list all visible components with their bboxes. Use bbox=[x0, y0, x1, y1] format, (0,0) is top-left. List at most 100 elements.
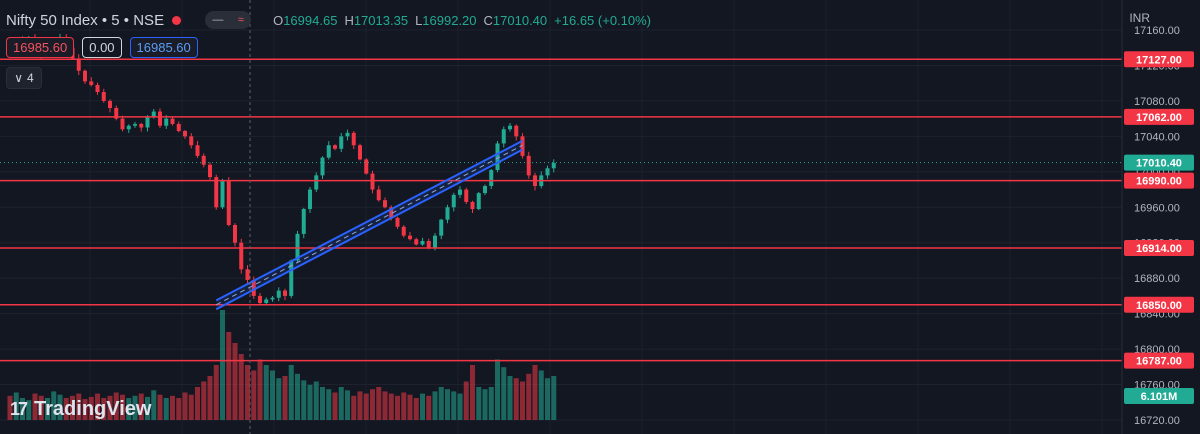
candle bbox=[489, 169, 494, 190]
candle-body bbox=[351, 132, 356, 146]
volume-bar bbox=[226, 332, 232, 420]
price-level-label-bg bbox=[1124, 240, 1194, 257]
volume-bar bbox=[70, 395, 75, 420]
volume-bar bbox=[176, 398, 182, 420]
candle bbox=[339, 132, 344, 153]
candle bbox=[214, 174, 219, 210]
volume-bar bbox=[513, 378, 519, 420]
wave-style-icon[interactable]: ≈ bbox=[237, 14, 244, 26]
change-value: +16.65 (+0.10%) bbox=[554, 12, 652, 28]
candle-body bbox=[489, 170, 494, 186]
volume-bar bbox=[270, 370, 275, 420]
indicators-count: 4 bbox=[27, 71, 34, 85]
candle-body bbox=[508, 125, 512, 130]
volume-bar bbox=[63, 398, 69, 420]
volume-bar bbox=[307, 384, 313, 420]
candle bbox=[133, 121, 137, 128]
candle bbox=[201, 153, 206, 168]
candle bbox=[158, 108, 162, 129]
candle-body bbox=[264, 299, 269, 303]
volume-bar bbox=[251, 370, 257, 420]
volume-bar bbox=[432, 391, 438, 420]
candle-body bbox=[120, 118, 125, 130]
volume-bar bbox=[451, 391, 457, 420]
candle bbox=[126, 124, 131, 133]
candle-body bbox=[270, 297, 275, 300]
candle bbox=[376, 185, 381, 202]
volume-bar bbox=[220, 310, 225, 420]
volume-bar bbox=[232, 343, 238, 420]
candle-body bbox=[314, 175, 319, 190]
candle bbox=[483, 184, 487, 196]
volume-bar bbox=[170, 395, 175, 420]
volume-bar bbox=[545, 378, 550, 420]
candle-body bbox=[526, 155, 531, 176]
price-level-label-bg bbox=[1124, 172, 1194, 189]
volume-bar bbox=[301, 380, 307, 420]
price-level-label-bg bbox=[1124, 51, 1194, 68]
candle-body bbox=[451, 194, 456, 208]
volume-bar bbox=[345, 390, 350, 420]
candle bbox=[464, 187, 469, 205]
candle bbox=[370, 170, 375, 194]
chart-style-toggle[interactable]: — ≈ bbox=[205, 11, 252, 29]
volume-bar bbox=[13, 392, 19, 420]
volume-bar bbox=[51, 391, 57, 420]
volume-bar bbox=[238, 354, 244, 420]
volume-bar bbox=[407, 394, 413, 420]
candle-body bbox=[226, 180, 231, 225]
candle-body bbox=[133, 123, 137, 126]
candle bbox=[170, 117, 175, 126]
price-level-label-bg bbox=[1124, 108, 1194, 125]
price-axis-tick: 16960.00 bbox=[1134, 202, 1180, 214]
candle bbox=[476, 191, 481, 211]
candle bbox=[145, 115, 150, 132]
volume-bars bbox=[7, 310, 557, 420]
price-level-label: 16850.00 bbox=[1136, 300, 1182, 312]
candle-body bbox=[433, 235, 437, 249]
candle bbox=[514, 124, 519, 141]
candle bbox=[470, 200, 475, 214]
volume-bar bbox=[338, 387, 344, 420]
volume-bar bbox=[382, 391, 388, 420]
price-axis-tick: 17160.00 bbox=[1134, 25, 1180, 37]
market-status-dot bbox=[172, 15, 182, 25]
candle bbox=[414, 237, 419, 246]
symbol-title[interactable]: Nifty 50 Index • 5 • NSE bbox=[6, 11, 165, 29]
candle-body bbox=[251, 279, 256, 296]
candle bbox=[83, 69, 87, 84]
indicators-collapse-button[interactable]: ∨ 4 bbox=[6, 67, 42, 89]
candle-body bbox=[383, 200, 387, 208]
buy-button[interactable]: 16985.60 bbox=[129, 37, 198, 58]
volume-bar bbox=[376, 387, 382, 420]
candle bbox=[420, 237, 425, 246]
candle bbox=[308, 187, 312, 214]
candle-body bbox=[395, 217, 400, 227]
volume-label: 6.101M bbox=[1141, 391, 1178, 403]
candle bbox=[183, 129, 187, 139]
candle bbox=[345, 129, 350, 141]
candle-body bbox=[545, 168, 550, 176]
candle-body bbox=[114, 108, 119, 119]
candle-body bbox=[320, 157, 325, 176]
candle-body bbox=[170, 118, 175, 124]
volume-bar bbox=[445, 389, 450, 420]
horizontal-levels bbox=[0, 58, 1122, 362]
tradingview-wordmark: TradingView bbox=[34, 398, 152, 420]
volume-bar bbox=[457, 393, 463, 420]
volume-bar bbox=[351, 395, 357, 420]
volume-bar bbox=[120, 394, 125, 420]
candle-body bbox=[476, 193, 481, 210]
candle-body bbox=[345, 132, 350, 137]
candle-body bbox=[520, 136, 525, 156]
candle bbox=[383, 197, 387, 209]
tradingview-logo[interactable]: 17 TradingView bbox=[10, 398, 151, 421]
candle bbox=[283, 288, 287, 301]
currency-selector[interactable]: INR bbox=[1129, 11, 1150, 25]
sell-button[interactable]: 16985.60 bbox=[6, 37, 75, 58]
channel-mid-line bbox=[216, 144, 523, 306]
volume-bar bbox=[395, 395, 400, 420]
line-style-icon[interactable]: — bbox=[212, 14, 224, 26]
candle bbox=[333, 144, 337, 151]
